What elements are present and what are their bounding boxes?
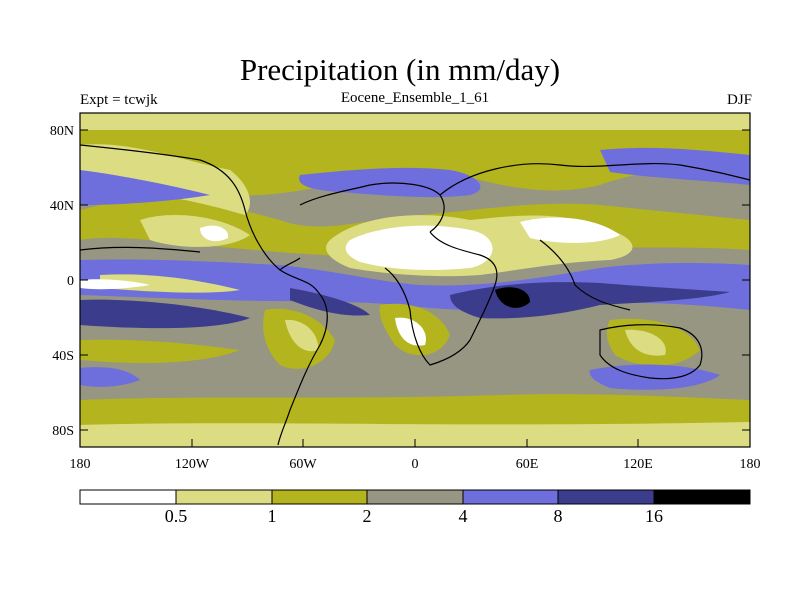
precip-field bbox=[80, 113, 750, 447]
lon-label-0: 0 bbox=[412, 457, 419, 472]
season-label: DJF bbox=[726, 92, 752, 108]
lat-label-40n: 40N bbox=[50, 199, 74, 214]
lat-label-80n: 80N bbox=[50, 124, 74, 139]
lat-label-80s: 80S bbox=[52, 424, 74, 439]
colorbar bbox=[79, 489, 751, 505]
ensemble-label: Eocene_Ensemble_1_61 bbox=[340, 90, 490, 106]
colorbar-box-3 bbox=[271, 489, 368, 505]
coastlines bbox=[80, 144, 750, 446]
lon-label-180w: 180 bbox=[70, 457, 91, 472]
colorbar-box-5 bbox=[462, 489, 559, 505]
colorbar-box-6 bbox=[557, 489, 655, 505]
colorbar-box-2 bbox=[175, 489, 273, 505]
colorbar-box-7 bbox=[653, 489, 751, 505]
colorbar-box-1 bbox=[79, 489, 177, 505]
colorbar-label-1: 1 bbox=[268, 506, 277, 526]
lat-tick-marks bbox=[80, 129, 750, 431]
colorbar-label-16: 16 bbox=[645, 506, 663, 526]
lon-label-60e: 60E bbox=[516, 457, 539, 472]
colorbar-box-4 bbox=[366, 489, 464, 505]
plot-title: Precipitation (in mm/day) bbox=[239, 52, 561, 87]
colorbar-label-2: 2 bbox=[363, 506, 372, 526]
lon-label-120e: 120E bbox=[623, 457, 653, 472]
lon-label-180e: 180 bbox=[740, 457, 761, 472]
lon-label-60w: 60W bbox=[289, 457, 317, 472]
lat-label-40s: 40S bbox=[52, 349, 74, 364]
colorbar-label-4: 4 bbox=[459, 506, 468, 526]
lon-label-120w: 120W bbox=[175, 457, 210, 472]
experiment-label: Expt = tcwjk bbox=[80, 92, 158, 108]
colorbar-label-0-5: 0.5 bbox=[165, 506, 188, 526]
lon-tick-marks bbox=[79, 439, 751, 447]
colorbar-label-8: 8 bbox=[554, 506, 563, 526]
lat-label-0: 0 bbox=[67, 274, 74, 289]
